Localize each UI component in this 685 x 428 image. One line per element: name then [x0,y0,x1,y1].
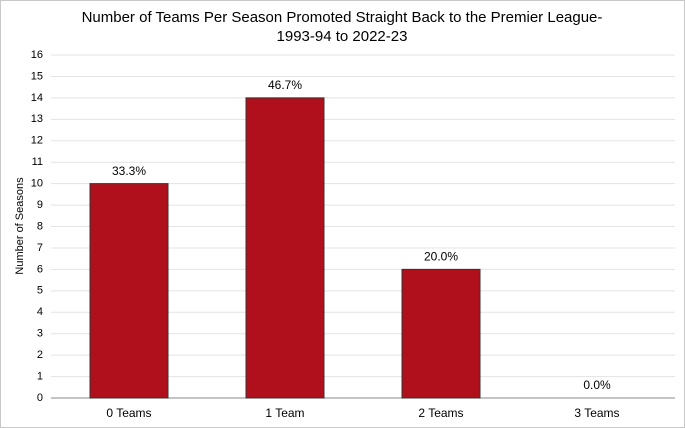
y-axis-label: Number of Seasons [14,177,26,275]
y-tick-label: 4 [37,306,43,318]
y-tick-label: 11 [32,156,43,168]
data-label: 20.0% [424,250,458,264]
chart-title: Number of Teams Per Season Promoted Stra… [82,9,603,26]
y-tick-label: 16 [31,49,43,61]
y-tick-label: 0 [37,392,43,404]
data-label: 46.7% [268,78,302,92]
y-tick-label: 9 [37,199,43,211]
x-tick-label: 3 Teams [574,406,619,420]
x-tick-label: 2 Teams [418,406,463,420]
y-tick-label: 12 [31,135,43,147]
chart-title: 1993-94 to 2022-23 [277,28,408,45]
y-tick-label: 14 [31,92,43,104]
y-tick-label: 10 [31,178,43,190]
y-tick-label: 6 [37,263,43,275]
bar [401,268,481,399]
y-tick-label: 13 [31,113,43,125]
y-tick-label: 5 [37,285,43,297]
y-tick-label: 7 [37,242,43,254]
x-tick-label: 0 Teams [106,406,151,420]
y-tick-label: 8 [37,220,43,232]
data-label: 33.3% [112,164,146,178]
bar [245,97,325,399]
x-tick-label: 1 Team [265,406,304,420]
y-tick-label: 2 [37,349,43,361]
bar [89,183,169,399]
y-tick-label: 1 [37,370,43,382]
y-tick-label: 15 [31,70,43,82]
data-label: 0.0% [583,378,611,392]
y-tick-label: 3 [37,328,43,340]
